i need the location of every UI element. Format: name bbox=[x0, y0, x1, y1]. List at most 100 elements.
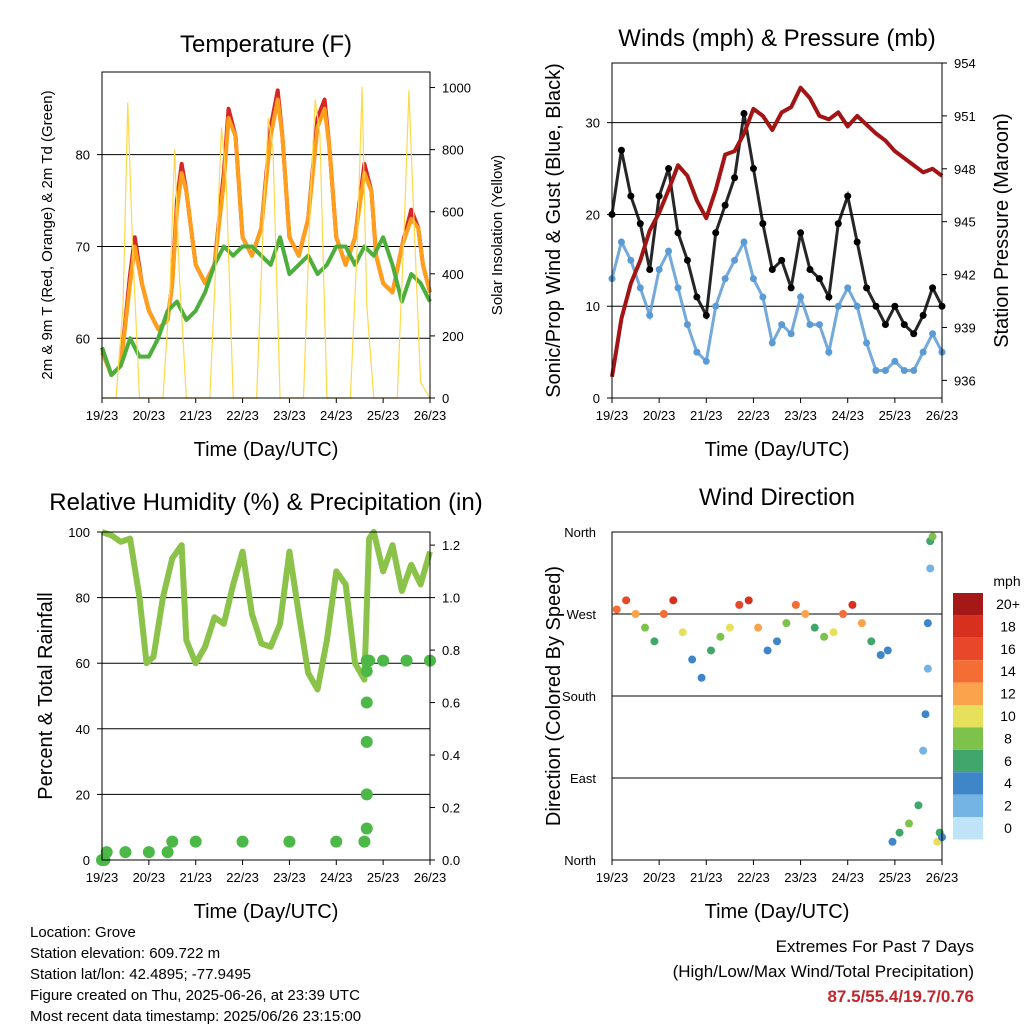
y-tick-label: West bbox=[567, 607, 597, 622]
y2-tick-label: 200 bbox=[442, 329, 464, 344]
x-axis-label: Time (Day/UTC) bbox=[705, 901, 850, 923]
chart-panel-1: Temperature (F) Time (Day/UTC) 2m & 9m T (… bbox=[39, 31, 506, 461]
x-tick-label: 19/23 bbox=[596, 870, 629, 885]
direction-point bbox=[707, 646, 715, 655]
data-point bbox=[363, 654, 376, 667]
x-tick-label: 20/23 bbox=[133, 408, 166, 423]
colorbar-label: 18 bbox=[1000, 618, 1016, 634]
data-point bbox=[360, 665, 373, 678]
y2-tick-label: 936 bbox=[954, 373, 976, 388]
y-tick-label: 0 bbox=[593, 391, 600, 406]
station-info: Location: Grove Station elevation: 609.7… bbox=[30, 922, 361, 1027]
colorbar-label: 6 bbox=[1004, 753, 1012, 769]
series-2 bbox=[608, 237, 946, 374]
series-line bbox=[610, 237, 944, 372]
x-tick-label: 24/23 bbox=[320, 870, 353, 885]
data-point bbox=[358, 835, 371, 848]
x-tick-label: 24/23 bbox=[831, 408, 864, 423]
x-tick-label: 20/23 bbox=[643, 408, 676, 423]
chart-title: Wind Direction bbox=[699, 484, 855, 511]
data-point bbox=[166, 835, 179, 848]
series-line bbox=[100, 88, 432, 378]
series-line bbox=[610, 113, 944, 337]
x-tick-label: 19/23 bbox=[86, 870, 119, 885]
y-tick-label: 60 bbox=[76, 331, 90, 346]
colorbar-label: 10 bbox=[1000, 708, 1016, 724]
y2-tick-label: 0.2 bbox=[442, 801, 460, 816]
data-point bbox=[360, 788, 373, 801]
direction-point bbox=[867, 637, 876, 646]
x-tick-label: 25/23 bbox=[879, 408, 912, 423]
direction-point bbox=[622, 596, 631, 605]
x-tick-label: 21/23 bbox=[179, 408, 212, 423]
direction-point bbox=[919, 746, 928, 755]
plot-frame bbox=[101, 71, 431, 399]
data-point bbox=[161, 846, 174, 859]
direction-point bbox=[688, 655, 697, 664]
direction-point bbox=[810, 623, 819, 632]
colorbar-swatch bbox=[953, 660, 983, 683]
direction-point bbox=[857, 619, 866, 628]
y2-tick-label: 954 bbox=[954, 56, 976, 71]
colorbar-title: mph bbox=[993, 573, 1020, 589]
direction-point bbox=[829, 628, 838, 637]
x-tick-label: 20/23 bbox=[133, 870, 166, 885]
x-tick-label: 26/23 bbox=[414, 870, 447, 885]
y-tick-label: 40 bbox=[76, 722, 90, 737]
data-point bbox=[330, 835, 343, 848]
y2-tick-label: 951 bbox=[954, 109, 976, 124]
y-tick-label: 80 bbox=[76, 148, 90, 163]
direction-point bbox=[923, 664, 932, 673]
chart-title: Relative Humidity (%) & Precipitation (i… bbox=[49, 489, 482, 516]
direction-point bbox=[650, 637, 659, 646]
data-point bbox=[360, 735, 373, 748]
direction-point bbox=[928, 532, 937, 541]
colorbar-swatch bbox=[953, 749, 983, 773]
created-text: Figure created on Thu, 2025-06-26, at 23… bbox=[30, 987, 360, 1004]
y2-tick-label: 948 bbox=[954, 162, 976, 177]
x-tick-label: 22/23 bbox=[737, 870, 770, 885]
x-tick-label: 22/23 bbox=[737, 408, 770, 423]
data-point bbox=[100, 846, 113, 859]
x-tick-label: 23/23 bbox=[273, 408, 306, 423]
y-tick-label: 100 bbox=[68, 525, 90, 540]
series-3 bbox=[100, 235, 432, 378]
direction-point bbox=[926, 564, 935, 573]
direction-point bbox=[659, 610, 668, 618]
y-tick-label: 30 bbox=[586, 116, 600, 131]
series-line bbox=[610, 85, 944, 378]
x-tick-label: 25/23 bbox=[879, 870, 912, 885]
y2-tick-label: 800 bbox=[442, 143, 464, 158]
direction-point bbox=[725, 623, 734, 632]
direction-point bbox=[876, 651, 885, 659]
x-tick-label: 26/23 bbox=[414, 408, 447, 423]
x-tick-label: 23/23 bbox=[784, 870, 817, 885]
x-tick-label: 26/23 bbox=[926, 408, 959, 423]
direction-point bbox=[744, 596, 753, 605]
colorbar-label: 12 bbox=[1000, 686, 1016, 702]
colorbar-swatch bbox=[953, 615, 983, 638]
y-tick-label: 20 bbox=[76, 787, 90, 802]
x-tick-label: 19/23 bbox=[596, 408, 629, 423]
data-point bbox=[400, 654, 413, 667]
x-tick-label: 25/23 bbox=[367, 870, 400, 885]
x-tick-label: 22/23 bbox=[226, 408, 259, 423]
x-tick-label: 19/23 bbox=[86, 408, 119, 423]
series-line bbox=[101, 529, 433, 693]
elevation-text: Station elevation: 609.722 m bbox=[30, 945, 221, 962]
direction-point bbox=[669, 596, 678, 605]
y2-tick-label: 400 bbox=[442, 267, 464, 282]
x-tick-label: 24/23 bbox=[831, 870, 864, 885]
colorbar-label: 4 bbox=[1004, 775, 1012, 791]
direction-point bbox=[883, 646, 892, 655]
y-tick-label: 20 bbox=[586, 207, 600, 222]
y-tick-label: North bbox=[564, 525, 596, 540]
direction-point bbox=[716, 632, 725, 641]
direction-point bbox=[801, 610, 810, 618]
y-tick-label: 80 bbox=[76, 591, 90, 606]
y2-axis-label: Station Pressure (Maroon) bbox=[991, 113, 1013, 348]
y2-tick-label: 1.2 bbox=[442, 538, 460, 553]
x-tick-label: 23/23 bbox=[784, 408, 817, 423]
location-text: Location: Grove bbox=[30, 924, 136, 941]
